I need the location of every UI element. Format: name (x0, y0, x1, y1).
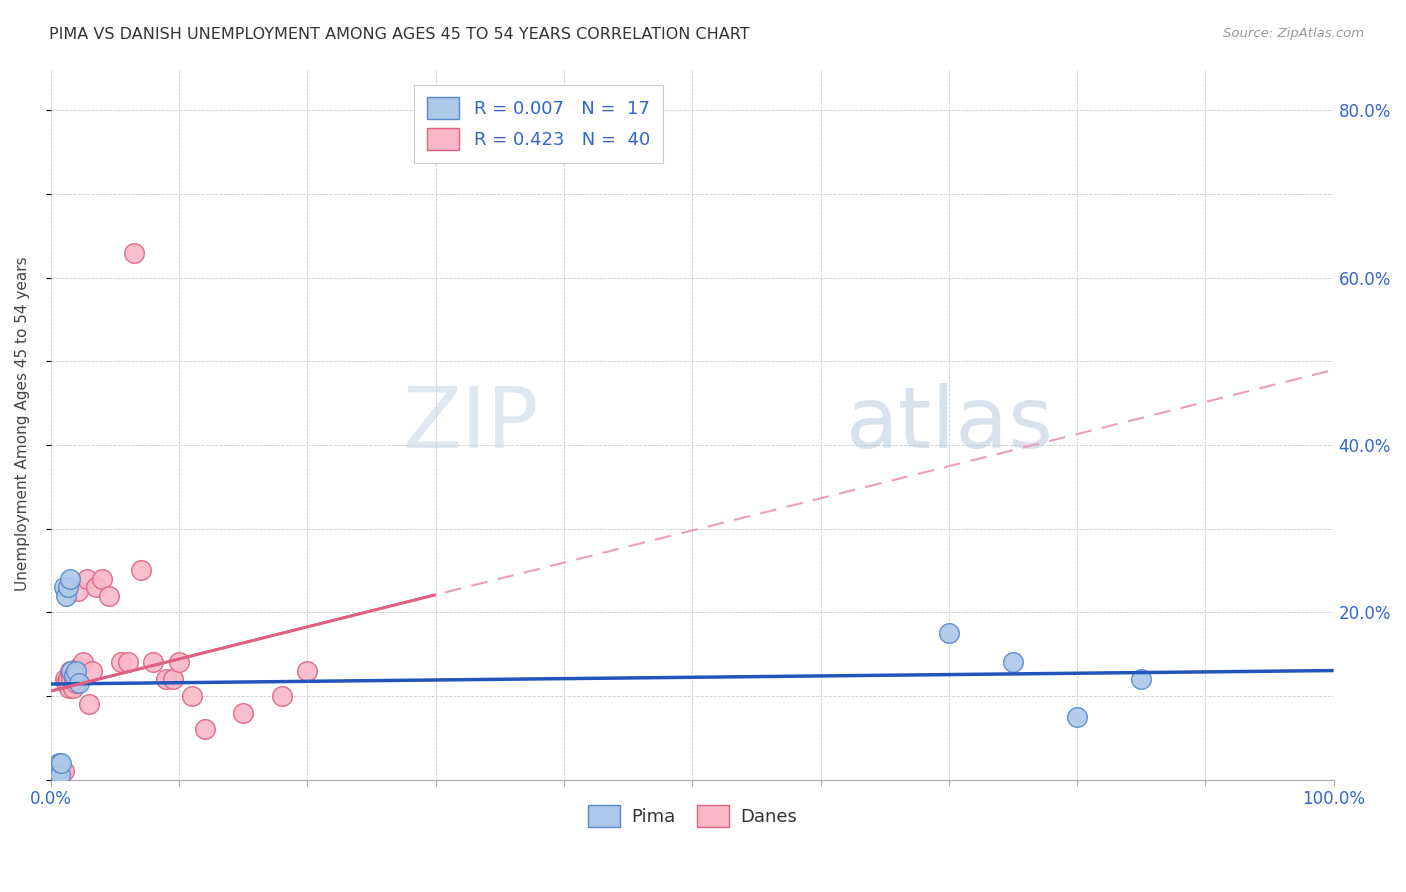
Point (117, 656, 139, 670)
Text: atlas: atlas (846, 383, 1054, 466)
Point (49, 760, 72, 774)
Text: PIMA VS DANISH UNEMPLOYMENT AMONG AGES 45 TO 54 YEARS CORRELATION CHART: PIMA VS DANISH UNEMPLOYMENT AMONG AGES 4… (49, 27, 749, 42)
Point (76, 572, 98, 586)
Point (56, 672, 79, 686)
Point (44, 768, 66, 782)
Point (110, 656, 132, 670)
Point (91, 572, 114, 586)
Point (46, 764, 69, 779)
Point (46, 764, 69, 779)
Point (45, 768, 67, 782)
Point (80, 664, 103, 678)
Point (129, 564, 152, 578)
Point (52, 764, 75, 779)
Point (142, 656, 165, 670)
Point (122, 245, 145, 260)
Point (59, 664, 82, 678)
Point (44, 764, 66, 779)
Point (270, 689, 292, 703)
Point (51, 764, 73, 779)
Point (162, 672, 184, 686)
Point (60, 672, 83, 686)
Point (79, 698, 101, 712)
Point (56, 580, 79, 594)
Point (48, 764, 70, 779)
Point (48, 756, 70, 770)
Point (42, 768, 65, 782)
Point (72, 656, 94, 670)
Point (232, 706, 254, 720)
Point (65, 676, 87, 690)
Point (55, 676, 77, 690)
Text: Source: ZipAtlas.com: Source: ZipAtlas.com (1223, 27, 1364, 40)
Point (84, 580, 107, 594)
Point (55, 589, 77, 603)
Point (297, 664, 319, 678)
Y-axis label: Unemployment Among Ages 45 to 54 years: Unemployment Among Ages 45 to 54 years (15, 257, 30, 591)
Point (938, 626, 960, 640)
Point (58, 681, 80, 695)
Point (52, 580, 75, 594)
Point (60, 664, 83, 678)
Point (49, 768, 72, 782)
Point (49, 764, 72, 779)
Point (1001, 656, 1024, 670)
Legend: Pima, Danes: Pima, Danes (581, 798, 804, 835)
Point (194, 723, 217, 737)
Point (155, 672, 177, 686)
Point (97, 589, 120, 603)
Point (67, 659, 90, 673)
Point (67, 676, 90, 690)
Point (53, 672, 76, 686)
Point (1130, 672, 1153, 686)
Point (63, 672, 86, 686)
Point (49, 756, 72, 770)
Point (59, 572, 82, 586)
Point (66, 584, 89, 599)
Point (62, 681, 84, 695)
Point (65, 664, 87, 678)
Point (167, 656, 190, 670)
Point (1066, 710, 1088, 724)
Text: ZIP: ZIP (402, 383, 538, 466)
Point (181, 689, 204, 703)
Point (63, 668, 86, 682)
